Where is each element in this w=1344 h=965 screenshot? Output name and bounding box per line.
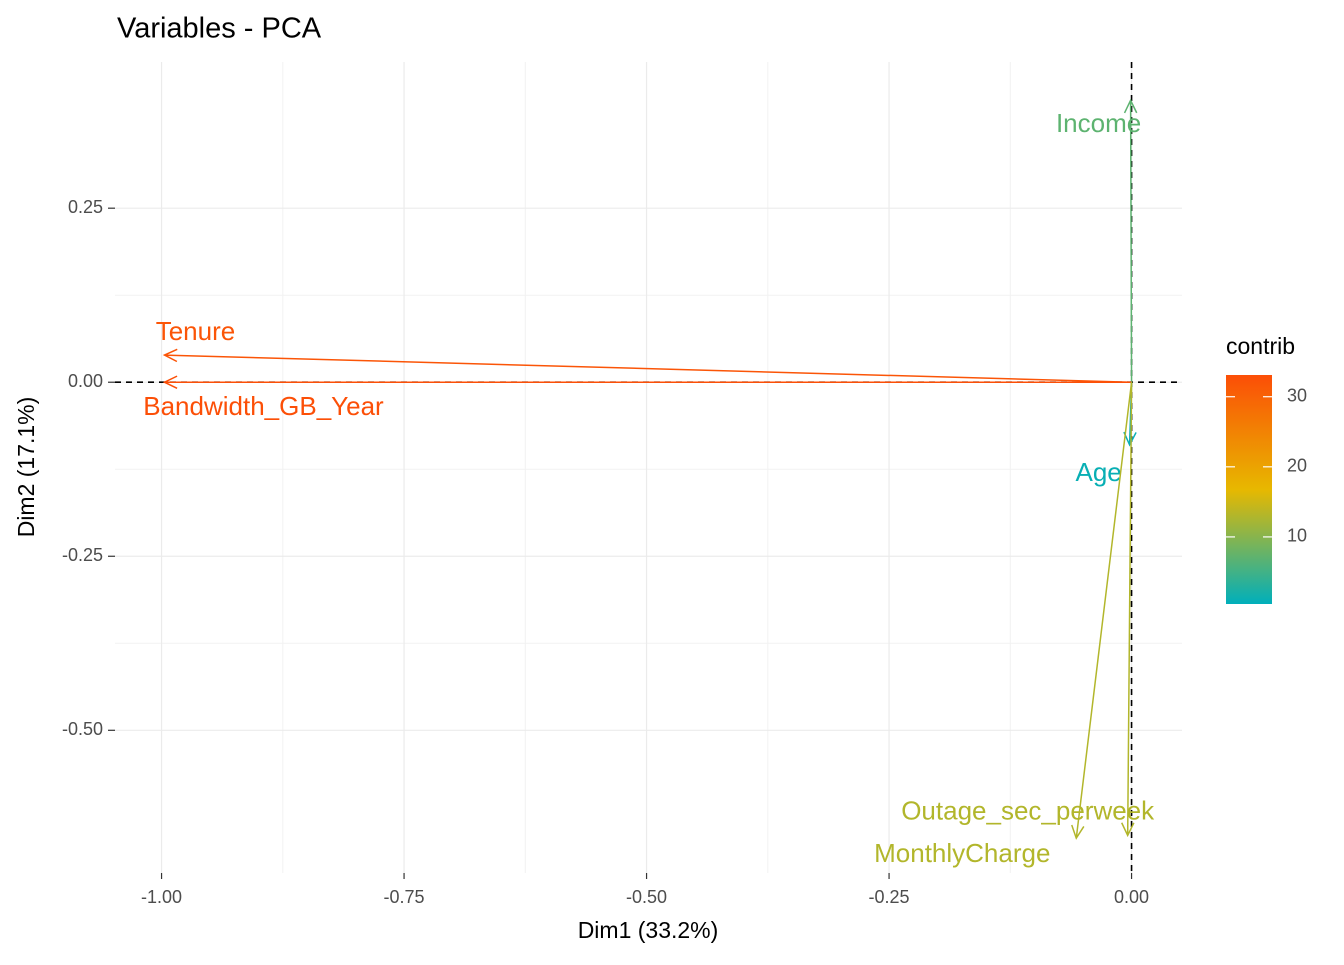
legend-tick-label: 30 [1287, 385, 1307, 405]
x-tick-label: -0.25 [869, 887, 910, 907]
variable-arrow [162, 348, 1132, 383]
variable-label: MonthlyCharge [874, 838, 1050, 868]
legend-title: contrib [1226, 333, 1295, 359]
colorbar [1226, 375, 1272, 604]
variable-arrow [1071, 382, 1133, 840]
y-tick-label: -0.25 [62, 545, 103, 565]
y-tick-label: 0.00 [68, 371, 103, 391]
x-axis-label: Dim1 (33.2%) [578, 917, 719, 943]
variable-label: Bandwidth_GB_Year [143, 391, 384, 421]
variable-label: Tenure [156, 316, 236, 346]
x-tick-label: -1.00 [141, 887, 182, 907]
variable-label: Age [1075, 457, 1121, 487]
legend-tick-label: 10 [1287, 526, 1307, 546]
y-axis-label: Dim2 (17.1%) [13, 397, 39, 538]
y-tick-label: 0.25 [68, 197, 103, 217]
variable-label: Outage_sec_perweek [901, 795, 1155, 825]
y-tick-label: -0.50 [62, 719, 103, 739]
chart-title: Variables - PCA [117, 13, 322, 45]
legend-tick-label: 20 [1287, 456, 1307, 476]
variable-label: Income [1056, 108, 1141, 138]
x-tick-label: 0.00 [1114, 887, 1149, 907]
variable-arrow [162, 375, 1132, 389]
variable-arrow [1121, 382, 1135, 838]
x-tick-label: -0.75 [384, 887, 425, 907]
variable-arrow [1123, 98, 1138, 383]
x-tick-label: -0.50 [626, 887, 667, 907]
